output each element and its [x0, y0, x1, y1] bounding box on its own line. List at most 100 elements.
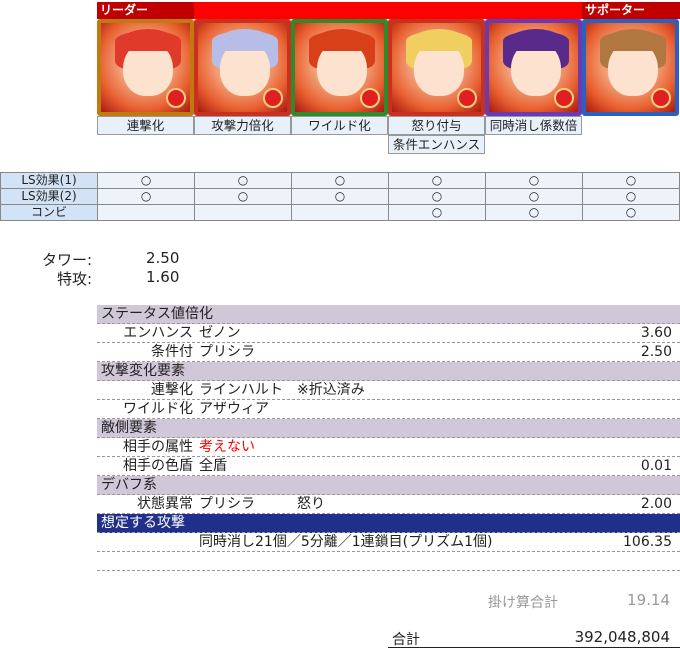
- ls-cell: ○: [485, 188, 583, 205]
- ls-row: LS効果(1) ○ ○ ○ ○ ○ ○: [0, 172, 680, 189]
- role-label: ワイルド化: [291, 116, 388, 135]
- row-number: 106.35: [623, 534, 672, 550]
- special-label: 特攻:: [56, 270, 92, 288]
- gem-icon: [166, 88, 186, 108]
- ls-cell: [291, 204, 390, 221]
- row-value: アザウィア: [199, 401, 269, 417]
- ls-cell: ○: [97, 172, 196, 189]
- ls-cell: ○: [581, 172, 680, 189]
- tower-value: 2.50: [146, 249, 180, 267]
- calc-row: [97, 552, 680, 571]
- ls-cell: ○: [97, 188, 196, 205]
- section-header: 攻撃変化要素: [97, 362, 680, 381]
- gem-icon: [360, 88, 380, 108]
- calc-row: 相手の属性 考えない: [97, 438, 680, 457]
- character-card[interactable]: [582, 19, 679, 116]
- character-card[interactable]: [291, 19, 388, 116]
- character-bangs: [212, 31, 278, 51]
- row-value: 同時消し21個／5分離／1連鎖目(プリズム1個): [199, 534, 493, 550]
- row-number: 3.60: [640, 325, 672, 341]
- product-label: 掛け算合計: [488, 595, 558, 611]
- role-label: 怒り付与: [388, 116, 485, 135]
- character-bangs: [503, 31, 569, 51]
- row-number: 2.00: [640, 496, 672, 512]
- row-number: 0.01: [640, 458, 672, 474]
- character-bangs: [406, 31, 472, 51]
- special-value: 1.60: [146, 268, 180, 286]
- ls-row-label: コンビ: [0, 204, 99, 221]
- section-title: ステータス値倍化: [101, 306, 213, 322]
- row-number: 2.50: [640, 344, 672, 360]
- section-header: 敵側要素: [97, 419, 680, 438]
- role-label: 同時消し係数倍: [485, 116, 582, 135]
- gem-icon: [554, 88, 574, 108]
- ls-cell: ○: [581, 204, 680, 221]
- ls-cell: ○: [581, 188, 680, 205]
- gem-icon: [651, 88, 671, 108]
- ls-cell: ○: [388, 172, 486, 189]
- section-title: 攻撃変化要素: [101, 363, 185, 379]
- section-title: 敵側要素: [101, 420, 157, 436]
- row-key: 連撃化: [151, 382, 193, 398]
- row-value: ラインハルト ※折込済み: [199, 382, 365, 398]
- ls-cell: ○: [291, 172, 390, 189]
- ls-cell: [194, 204, 293, 221]
- character-bangs: [309, 31, 375, 51]
- calc-row: 条件付 プリシラ 2.50: [97, 343, 680, 362]
- character-card[interactable]: [388, 19, 485, 116]
- calc-row: 状態異常 プリシラ 怒り 2.00: [97, 495, 680, 514]
- supporter-header: サポーター: [582, 2, 680, 19]
- ls-cell: ○: [485, 172, 583, 189]
- section-header: 想定する攻撃: [97, 514, 680, 533]
- row-key: 相手の属性: [123, 439, 193, 455]
- ls-row-label: LS効果(1): [0, 172, 99, 189]
- row-value: プリシラ: [199, 344, 255, 360]
- product-value: 19.14: [627, 591, 670, 609]
- gem-icon: [457, 88, 477, 108]
- ls-cell: [97, 204, 196, 221]
- calc-row: ワイルド化 アザウィア: [97, 400, 680, 419]
- total-label: 合計: [392, 632, 420, 648]
- calc-row: 相手の色盾 全盾 0.01: [97, 457, 680, 476]
- ls-cell: ○: [194, 188, 293, 205]
- character-card[interactable]: [485, 19, 582, 116]
- ls-table: LS効果(1) ○ ○ ○ ○ ○ ○ LS効果(2) ○ ○ ○ ○ ○ ○ コンビ ○ ○ ○: [0, 172, 680, 221]
- ls-row: コンビ ○ ○ ○: [0, 204, 680, 221]
- section-header: ステータス値倍化: [97, 305, 680, 324]
- row-value: ゼノン: [199, 325, 241, 341]
- character-bangs: [600, 31, 666, 51]
- row-key: エンハンス: [123, 325, 193, 341]
- members-header: [194, 2, 582, 19]
- row-key: ワイルド化: [123, 401, 193, 417]
- ls-row-label: LS効果(2): [0, 188, 99, 205]
- section-title: 想定する攻撃: [101, 515, 185, 531]
- row-value: 考えない: [199, 439, 255, 455]
- row-key: 状態異常: [137, 496, 193, 512]
- row-value: プリシラ 怒り: [199, 496, 325, 512]
- ls-cell: ○: [194, 172, 293, 189]
- row-key: 相手の色盾: [123, 458, 193, 474]
- calc-row: 連撃化 ラインハルト ※折込済み: [97, 381, 680, 400]
- role-label-2: 条件エンハンス: [388, 135, 485, 154]
- ls-cell: ○: [388, 204, 486, 221]
- role-label: 攻撃力倍化: [194, 116, 291, 135]
- calc-row: エンハンス ゼノン 3.60: [97, 324, 680, 343]
- character-card[interactable]: [97, 19, 194, 116]
- character-card[interactable]: [194, 19, 291, 116]
- section-header: デバフ系: [97, 476, 680, 495]
- ls-cell: ○: [291, 188, 390, 205]
- total-value: 392,048,804: [574, 628, 670, 646]
- ls-cell: ○: [485, 204, 583, 221]
- row-key: 条件付: [151, 344, 193, 360]
- ls-row: LS効果(2) ○ ○ ○ ○ ○ ○: [0, 188, 680, 205]
- gem-icon: [263, 88, 283, 108]
- total-row: 合計 392,048,804: [388, 628, 680, 648]
- character-bangs: [115, 31, 181, 51]
- leader-header: リーダー: [97, 2, 194, 19]
- ls-cell: ○: [388, 188, 486, 205]
- section-title: デバフ系: [101, 477, 157, 493]
- calc-row: 同時消し21個／5分離／1連鎖目(プリズム1個) 106.35: [97, 533, 680, 552]
- row-value: 全盾: [199, 458, 227, 474]
- role-label: 連撃化: [97, 116, 194, 135]
- tower-label: タワー:: [41, 251, 92, 269]
